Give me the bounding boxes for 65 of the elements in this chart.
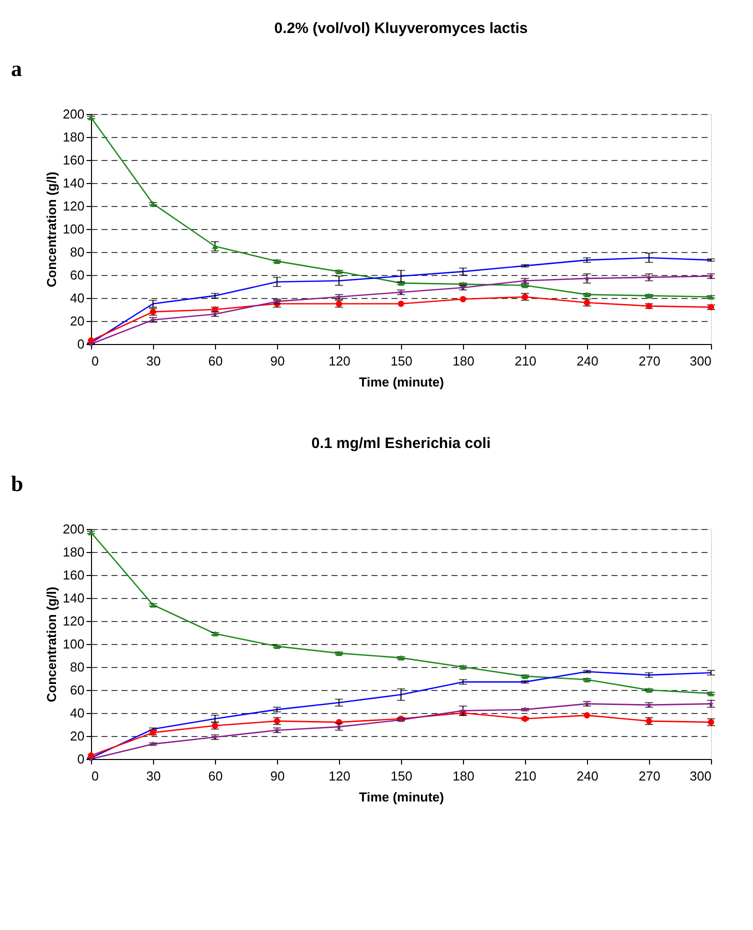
chart-title: 0.1 mg/ml Esherichia coli bbox=[311, 435, 491, 452]
x-tick-label: 180 bbox=[452, 768, 474, 784]
x-tick-label: 300 bbox=[690, 768, 712, 784]
x-tick-label: 120 bbox=[328, 768, 350, 784]
x-axis-title: Time (minute) bbox=[359, 374, 444, 390]
x-tick-label: 150 bbox=[390, 768, 412, 784]
point bbox=[212, 630, 218, 636]
y-tick-label: 20 bbox=[70, 314, 84, 328]
y-tick-label: 0 bbox=[77, 752, 84, 766]
x-tick-label: 270 bbox=[638, 768, 660, 784]
x-tick-label: 150 bbox=[390, 354, 412, 368]
y-tick-label: 40 bbox=[70, 290, 84, 306]
y-tick-label: 160 bbox=[62, 152, 84, 168]
point bbox=[274, 644, 280, 650]
y-tick-label: 0 bbox=[77, 336, 84, 352]
point bbox=[584, 712, 590, 718]
y-tick-label: 140 bbox=[62, 590, 84, 606]
text: b bbox=[11, 471, 24, 496]
y-tick-label: 20 bbox=[70, 728, 84, 744]
x-tick-label: 300 bbox=[690, 354, 712, 368]
y-tick-label: 140 bbox=[62, 176, 84, 190]
point bbox=[522, 282, 528, 288]
x-tick-label: 240 bbox=[576, 768, 598, 784]
point bbox=[522, 716, 528, 722]
x-tick-label: 0 bbox=[92, 768, 99, 784]
point bbox=[398, 655, 404, 661]
y-axis-title: Concentration (g/l) bbox=[44, 172, 59, 288]
y-tick-label: 80 bbox=[70, 660, 84, 674]
point bbox=[584, 275, 590, 282]
y-axis-title: Concentration (g/l) bbox=[44, 586, 59, 702]
x-tick-label: 120 bbox=[328, 354, 350, 368]
y-tick-label: 120 bbox=[62, 614, 84, 628]
x-tick-label: 270 bbox=[638, 354, 660, 368]
y-tick-label: 200 bbox=[62, 106, 84, 122]
x-tick-label: 60 bbox=[208, 354, 223, 368]
point bbox=[708, 294, 714, 300]
x-tick-label: 0 bbox=[92, 354, 99, 368]
y-tick-label: 100 bbox=[62, 636, 84, 652]
chart-title: 0.2% (vol/vol) Kluyveromyces lactis bbox=[274, 20, 528, 37]
y-tick-label: 80 bbox=[70, 244, 84, 260]
y-tick-label: 60 bbox=[70, 268, 84, 282]
x-tick-label: 30 bbox=[146, 354, 161, 368]
x-tick-label: 60 bbox=[208, 768, 223, 784]
x-axis-title: Time (minute) bbox=[359, 790, 444, 804]
y-tick-label: 40 bbox=[70, 706, 84, 720]
x-tick-label: 30 bbox=[146, 768, 161, 784]
x-tick-label: 210 bbox=[514, 354, 536, 368]
point bbox=[460, 296, 466, 302]
point bbox=[212, 244, 218, 249]
y-tick-label: 120 bbox=[62, 198, 84, 214]
x-tick-label: 180 bbox=[452, 354, 474, 368]
x-tick-label: 240 bbox=[576, 354, 598, 368]
point bbox=[150, 200, 156, 206]
y-tick-label: 200 bbox=[62, 522, 84, 536]
point bbox=[460, 708, 466, 714]
y-tick-label: 160 bbox=[62, 568, 84, 582]
y-tick-label: 180 bbox=[62, 130, 84, 144]
x-tick-label: 210 bbox=[514, 768, 536, 784]
x-tick-label: 90 bbox=[270, 354, 285, 368]
text: a bbox=[11, 56, 22, 81]
point bbox=[398, 300, 404, 307]
y-tick-label: 60 bbox=[70, 682, 84, 698]
y-tick-label: 100 bbox=[62, 222, 84, 236]
y-tick-label: 180 bbox=[62, 544, 84, 560]
x-tick-label: 90 bbox=[270, 768, 285, 784]
